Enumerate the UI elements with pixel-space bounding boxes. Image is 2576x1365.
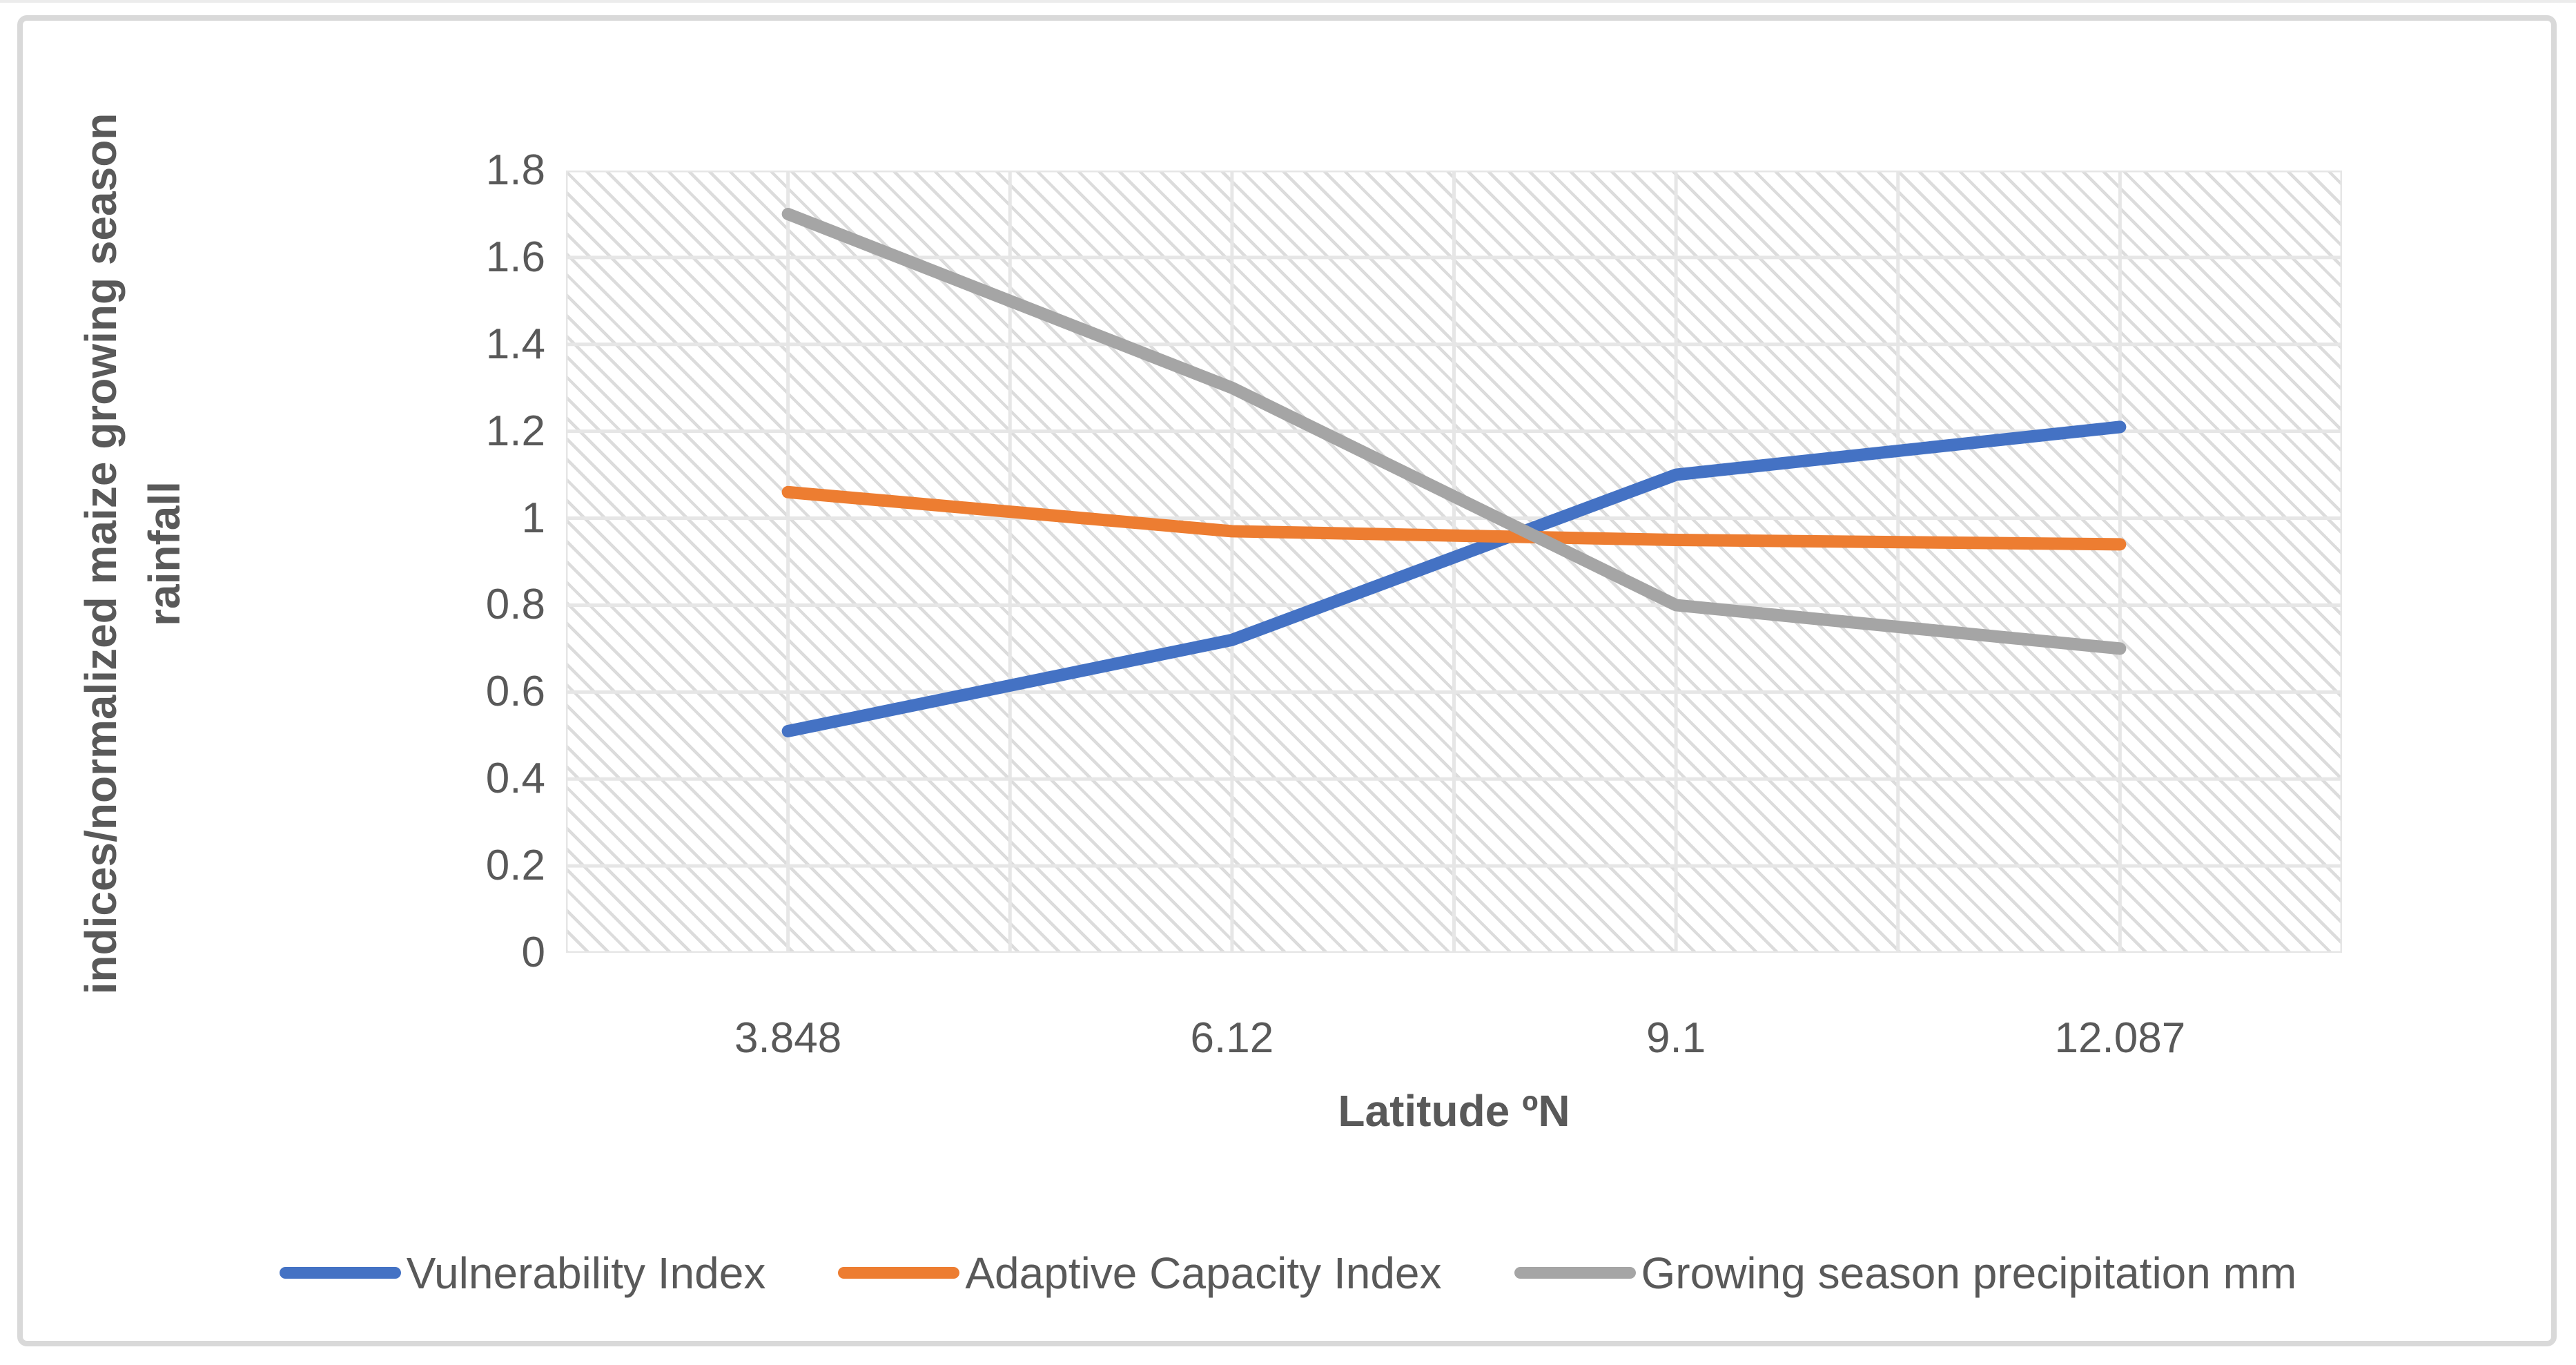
plot-area — [566, 171, 2342, 953]
legend-label: Vulnerability Index — [406, 1248, 766, 1298]
y-tick-label: 0.4 — [485, 755, 545, 803]
x-tick-label: 3.848 — [734, 1014, 842, 1062]
legend-swatch-icon — [838, 1267, 960, 1279]
y-tick-label: 1.4 — [485, 320, 545, 368]
y-tick-label: 0.2 — [485, 842, 545, 890]
y-tick-label: 0.8 — [485, 581, 545, 629]
x-tick-label: 9.1 — [1646, 1014, 1706, 1062]
y-tick-label: 0 — [521, 929, 545, 976]
series-line-growing-season-precipitation-mm — [781, 207, 2127, 655]
y-tick-label: 1.8 — [485, 146, 545, 194]
y-tick-label: 1.6 — [485, 233, 545, 281]
window-top-edge — [0, 0, 2576, 3]
legend-item: Adaptive Capacity Index — [838, 1248, 1442, 1298]
y-tick-label: 1.2 — [485, 407, 545, 455]
legend-swatch-icon — [279, 1267, 401, 1279]
y-tick-label: 1 — [521, 494, 545, 542]
x-tick-label: 6.12 — [1190, 1014, 1274, 1062]
legend-label: Growing season precipitation mm — [1641, 1248, 2297, 1298]
x-axis-title: Latitude ºN — [1338, 1086, 1570, 1136]
x-tick-label: 12.087 — [2054, 1014, 2186, 1062]
legend-swatch-icon — [1514, 1267, 1636, 1279]
series-line-adaptive-capacity-index — [781, 485, 2127, 551]
plot-svg — [566, 171, 2342, 953]
y-axis-title: indices/normalized maize growing season … — [76, 113, 189, 995]
legend-label: Adaptive Capacity Index — [965, 1248, 1442, 1298]
legend-item: Growing season precipitation mm — [1514, 1248, 2297, 1298]
legend: Vulnerability Index Adaptive Capacity Ind… — [0, 1240, 2576, 1306]
series-line-vulnerability-index — [781, 420, 2127, 737]
legend-item: Vulnerability Index — [279, 1248, 766, 1298]
y-tick-label: 0.6 — [485, 668, 545, 716]
